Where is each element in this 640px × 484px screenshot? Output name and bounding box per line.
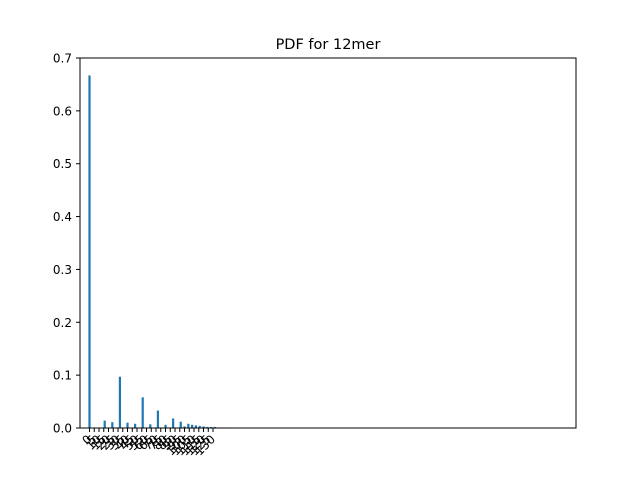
bar xyxy=(187,423,190,428)
y-tick-label: 0.4 xyxy=(53,210,72,224)
bar xyxy=(126,422,129,428)
bar xyxy=(118,376,122,428)
y-tick-label: 0.1 xyxy=(53,369,72,383)
x-axis: 0510152025303540455055606570758085909510… xyxy=(79,428,218,458)
bar xyxy=(179,421,182,428)
y-tick-label: 0.5 xyxy=(53,157,72,171)
y-tick-label: 0.2 xyxy=(53,316,72,330)
bar xyxy=(202,426,205,428)
y-tick-label: 0.6 xyxy=(53,104,72,118)
bar xyxy=(194,425,198,428)
bar xyxy=(149,424,152,428)
bar xyxy=(206,426,209,428)
plot-area-frame xyxy=(79,57,577,429)
y-tick-label: 0.3 xyxy=(53,263,72,277)
bar xyxy=(183,426,186,428)
y-axis: 0.0 0.1 0.2 0.3 0.4 0.5 0.6 0.7 xyxy=(53,52,80,436)
bar xyxy=(156,410,160,428)
bar xyxy=(213,426,217,428)
bar xyxy=(103,420,106,428)
bar xyxy=(172,418,175,428)
bar xyxy=(191,424,194,428)
bar xyxy=(198,425,201,428)
bars-group xyxy=(88,75,228,428)
y-tick-label: 0.0 xyxy=(53,422,72,436)
bar xyxy=(164,424,167,428)
chart-title: PDF for 12mer xyxy=(276,37,381,53)
bar xyxy=(111,422,114,428)
bar xyxy=(210,426,213,428)
bar xyxy=(134,423,137,428)
bar xyxy=(141,397,144,428)
y-tick-label: 0.7 xyxy=(53,52,72,66)
bar xyxy=(88,75,91,428)
